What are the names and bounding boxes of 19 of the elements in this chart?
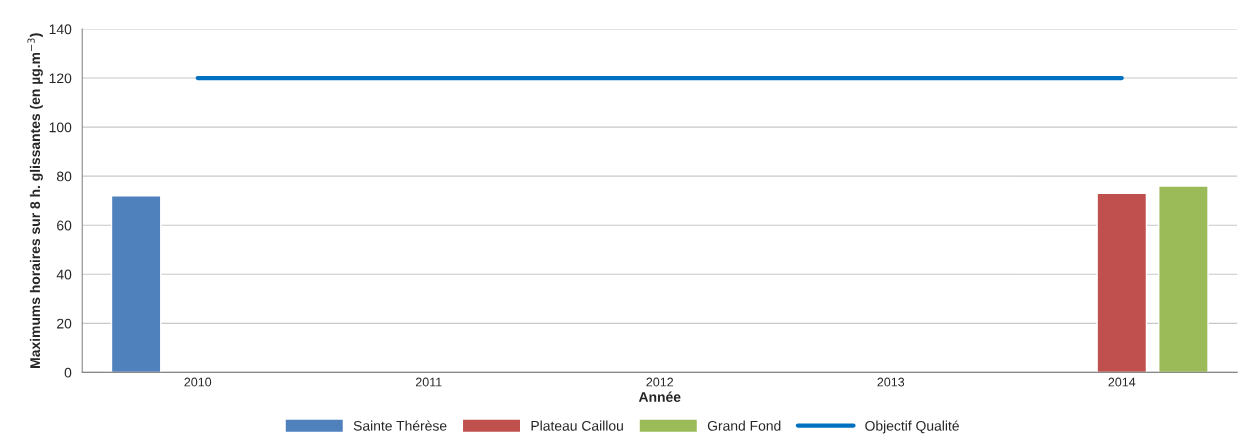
y-tick-label: 80 — [56, 171, 72, 182]
x-tick-label: 2013 — [877, 377, 905, 387]
legend-label: Plateau Caillou — [531, 420, 623, 431]
y-tick-label: 0 — [64, 367, 72, 378]
x-tick-label: 2011 — [415, 377, 442, 387]
y-tick-label: 40 — [56, 269, 72, 280]
x-tick-label: 2012 — [646, 377, 674, 387]
x-tick-label: 2014 — [1108, 377, 1136, 387]
y-tick-label: 120 — [49, 73, 72, 84]
y-tick-label: 20 — [57, 318, 72, 329]
legend-label: Objectif Qualité — [865, 420, 959, 434]
x-tick-label: 2010 — [184, 377, 212, 387]
legend-label: Grand Fond — [707, 420, 781, 431]
legend-label: Sainte Thérèse — [353, 420, 447, 431]
x-axis-title: Année — [638, 391, 681, 402]
y-tick-label: 60 — [57, 220, 72, 231]
y-axis-title: Maximums horaires sur 8 h. glissantes (en µg.m$^{−3}$) — [27, 33, 43, 368]
y-tick-label: 140 — [49, 24, 72, 35]
y-tick-label: 100 — [49, 122, 72, 133]
